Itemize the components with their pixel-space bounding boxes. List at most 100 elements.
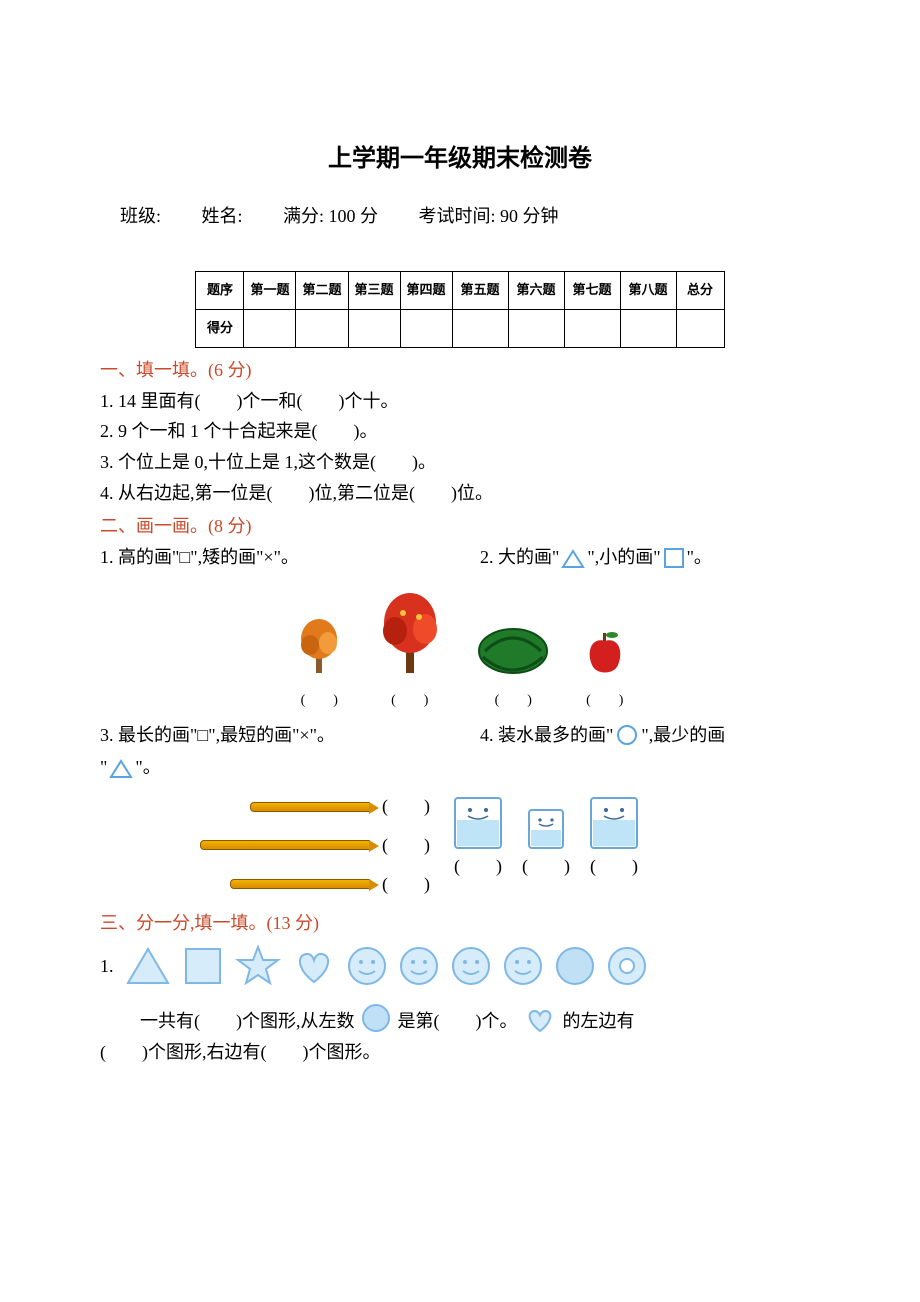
pencils-cups-row: ( ) ( ) ( ) ( ) ( ) ( ) [100, 792, 820, 898]
score-cell[interactable] [348, 309, 400, 347]
s2-q4-line2: " "。 [100, 753, 820, 782]
score-cell[interactable] [564, 309, 620, 347]
score-cell[interactable] [620, 309, 676, 347]
tree-small-icon: ( ) [292, 607, 346, 712]
s2-q2-mid: ",小的画" [587, 547, 660, 567]
cup-icon: ( ) [522, 804, 570, 881]
time-label: 考试时间: 90 分钟 [419, 206, 559, 226]
cups: ( ) ( ) ( ) [450, 792, 642, 881]
blank[interactable]: ( ) [382, 792, 430, 821]
page-title: 上学期一年级期末检测卷 [100, 140, 820, 178]
s2-images-row: ( ) ( ) ( ) ( ) [100, 585, 820, 712]
apple-icon: ( ) [582, 627, 628, 712]
row-label: 题序 [196, 272, 244, 310]
heart-icon [292, 946, 336, 986]
score-cell[interactable] [508, 309, 564, 347]
blank[interactable]: ( ) [522, 852, 570, 881]
table-row: 题序 第一题 第二题 第三题 第四题 第五题 第六题 第七题 第八题 总分 [196, 272, 724, 310]
heart-icon [524, 1005, 556, 1033]
blank[interactable]: ( ) [590, 852, 638, 881]
score-cell[interactable] [400, 309, 452, 347]
col-header: 总分 [676, 272, 724, 310]
section1-heading: 一、填一填。(6 分) [100, 356, 820, 385]
blank[interactable]: ( ) [582, 690, 628, 712]
section2-heading: 二、画一画。(8 分) [100, 512, 820, 541]
pencil-icon [230, 879, 370, 889]
col-header: 第一题 [244, 272, 296, 310]
heading-points: (8 分) [208, 516, 252, 536]
col-header: 第五题 [452, 272, 508, 310]
col-header: 第八题 [620, 272, 676, 310]
blank[interactable]: ( ) [382, 870, 430, 899]
smiley-icon [450, 945, 492, 987]
heading-red: 二、画一画。 [100, 516, 208, 536]
donut-icon [606, 945, 648, 987]
q4-post: "。 [135, 757, 160, 777]
exam-meta: 班级: 姓名: 满分: 100 分 考试时间: 90 分钟 [120, 202, 800, 231]
smiley-icon [502, 945, 544, 987]
smiley-icon [398, 945, 440, 987]
triangle-icon [561, 549, 585, 569]
circle-solid-icon [361, 1003, 391, 1033]
pencil-icon [200, 840, 370, 850]
s2-q4-pre: 4. 装水最多的画" [480, 725, 613, 745]
score-cell[interactable] [296, 309, 348, 347]
s3-line1: 一共有( )个图形,从左数 是第( )个。 的左边有 [100, 1003, 820, 1036]
blank[interactable]: ( ) [382, 831, 430, 860]
col-header: 第六题 [508, 272, 564, 310]
section3-heading: 三、分一分,填一填。(13 分) [100, 909, 820, 938]
heading-red: 一、填一填。 [100, 360, 208, 380]
score-table: 题序 第一题 第二题 第三题 第四题 第五题 第六题 第七题 第八题 总分 得分 [195, 271, 724, 348]
col-header: 第七题 [564, 272, 620, 310]
heading-red: 三、分一分,填一填。 [100, 913, 267, 933]
class-label: 班级: [120, 206, 161, 226]
s3-l1b: 是第( )个。 [398, 1011, 518, 1031]
star-icon [234, 943, 282, 989]
heading-points: (13 分) [267, 913, 320, 933]
col-header: 第四题 [400, 272, 452, 310]
s3-line2: ( )个图形,右边有( )个图形。 [100, 1038, 820, 1067]
triangle-icon [109, 759, 133, 779]
score-cell[interactable] [676, 309, 724, 347]
square-icon [182, 945, 224, 987]
square-icon [663, 547, 685, 569]
cup-icon: ( ) [450, 792, 506, 881]
s3-label1: 1. [100, 952, 114, 981]
heading-points: (6 分) [208, 360, 252, 380]
s2-q2: 2. 大的画" ",小的画" "。 [480, 543, 820, 572]
s2-q2-pre: 2. 大的画" [480, 547, 559, 567]
col-header: 第三题 [348, 272, 400, 310]
s3-l1c: 的左边有 [563, 1011, 635, 1031]
s2-q4-mid: ",最少的画 [641, 725, 725, 745]
shapes-strip: 1. [100, 943, 820, 989]
pencil-icon [250, 802, 370, 812]
fullscore-label: 满分: 100 分 [283, 206, 378, 226]
q4-quote: " [100, 757, 107, 777]
blank[interactable]: ( ) [473, 690, 553, 712]
row-label: 得分 [196, 309, 244, 347]
tree-large-icon: ( ) [375, 585, 445, 712]
s2-q4: 4. 装水最多的画" ",最少的画 [480, 721, 820, 750]
table-row: 得分 [196, 309, 724, 347]
col-header: 第二题 [296, 272, 348, 310]
blank[interactable]: ( ) [375, 690, 445, 712]
s2-q1: 1. 高的画"□",矮的画"×"。 [100, 543, 440, 572]
circle-icon [615, 723, 639, 747]
circle-solid-icon [554, 945, 596, 987]
blank[interactable]: ( ) [292, 690, 346, 712]
name-label: 姓名: [202, 206, 243, 226]
s3-l1a: 一共有( )个图形,从左数 [140, 1011, 355, 1031]
s1-q2: 2. 9 个一和 1 个十合起来是( )。 [100, 417, 820, 446]
s1-q3: 3. 个位上是 0,十位上是 1,这个数是( )。 [100, 448, 820, 477]
s1-q1: 1. 14 里面有( )个一和( )个十。 [100, 387, 820, 416]
smiley-icon [346, 945, 388, 987]
s2-q3: 3. 最长的画"□",最短的画"×"。 [100, 721, 440, 750]
blank[interactable]: ( ) [454, 852, 502, 881]
triangle-icon [124, 945, 172, 987]
score-cell[interactable] [452, 309, 508, 347]
pencils: ( ) ( ) ( ) [200, 792, 430, 898]
score-cell[interactable] [244, 309, 296, 347]
s1-q4: 4. 从右边起,第一位是( )位,第二位是( )位。 [100, 479, 820, 508]
s2-q2-post: "。 [687, 547, 712, 567]
cup-icon: ( ) [586, 792, 642, 881]
